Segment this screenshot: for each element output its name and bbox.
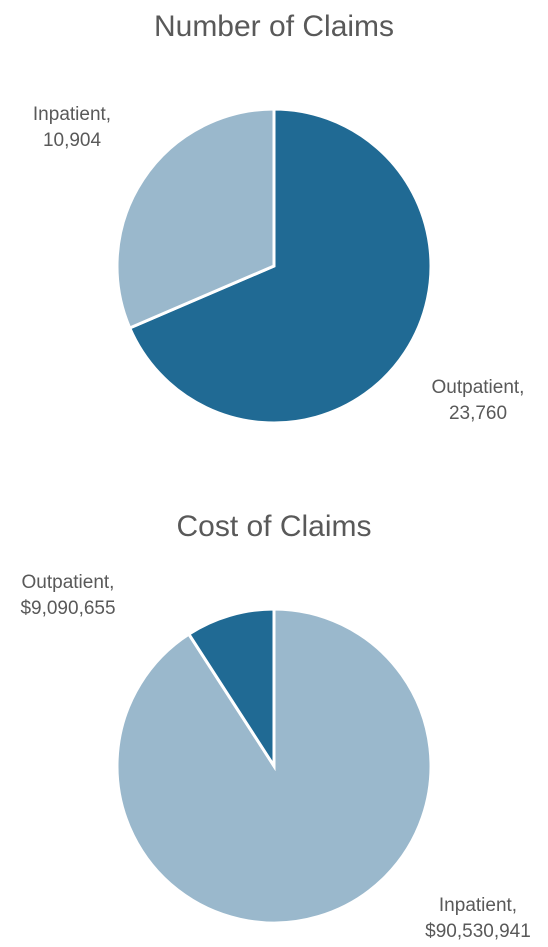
pie-slice — [115, 107, 276, 330]
data-label-category: Outpatient, — [22, 572, 115, 593]
data-label-value: 23,760 — [449, 403, 507, 424]
data-label-category: Outpatient, — [432, 377, 525, 398]
pie-chart: Cost of Claims Inpatient, $90,530,941 Outpa… — [20, 510, 530, 942]
chart-title: Number of Claims — [154, 10, 394, 43]
data-label-category: Inpatient, — [439, 895, 517, 916]
pie-chart: Number of Claims Outpatient, 23,760 Inpatie… — [33, 10, 525, 425]
data-label-value: 10,904 — [43, 130, 102, 151]
pie-slice — [127, 107, 433, 425]
pie-slice — [186, 607, 276, 772]
data-label-category: Inpatient, — [33, 104, 111, 125]
data-label-value: $9,090,655 — [20, 598, 115, 619]
data-label-value: $90,530,941 — [425, 921, 531, 942]
chart-title: Cost of Claims — [176, 510, 371, 543]
